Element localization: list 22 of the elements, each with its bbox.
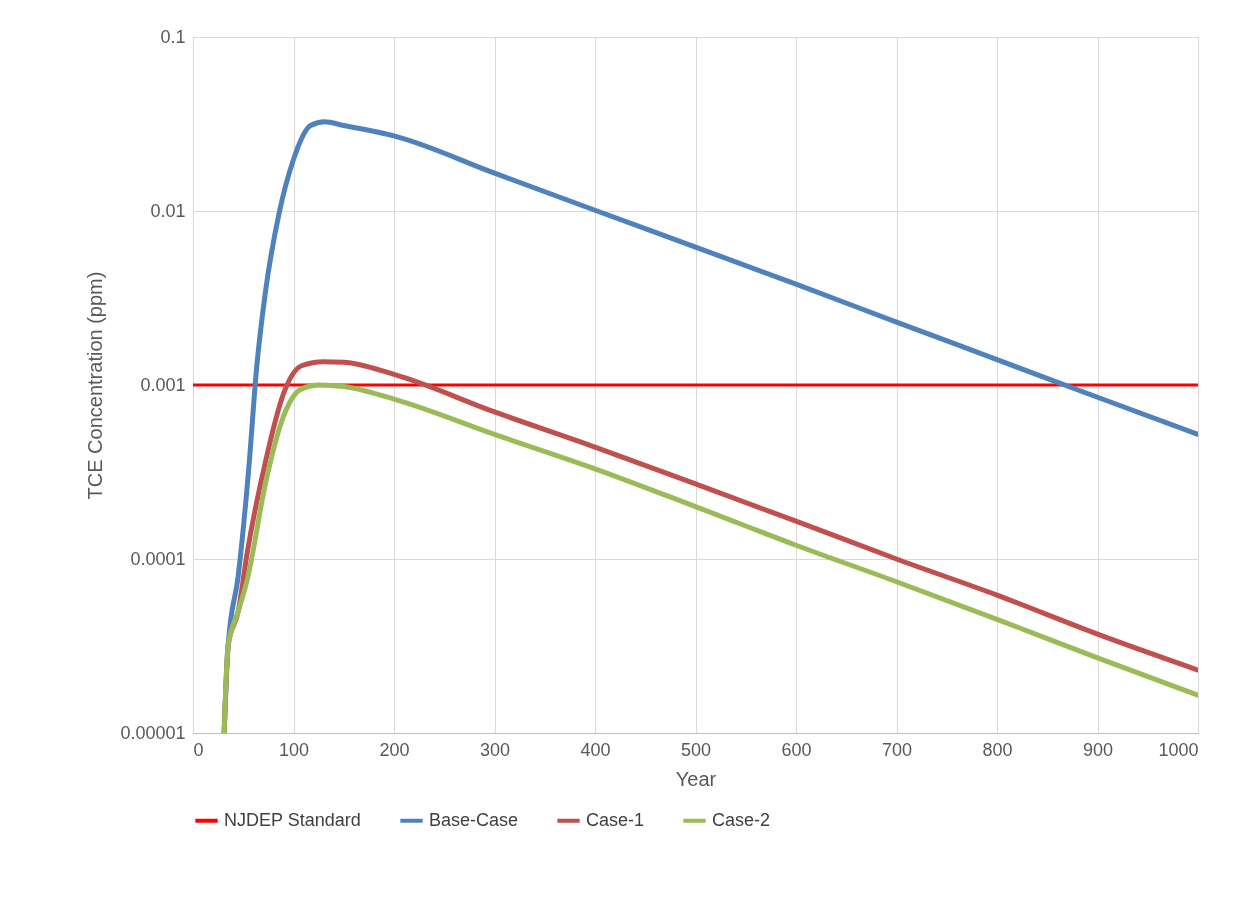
y-tick-label: 0.001 [140, 374, 186, 395]
x-tick-label: 1000 [1158, 739, 1199, 760]
x-tick-label: 500 [680, 739, 712, 760]
y-tick-label: 0.01 [150, 200, 186, 221]
x-tick-label: 800 [982, 739, 1013, 760]
legend-label: Case-1 [586, 809, 645, 830]
y-tick-label: 0.00001 [120, 722, 186, 743]
y-tick-label: 0.0001 [130, 548, 186, 569]
y-axis-title: TCE Concentration (ppm) [84, 271, 107, 500]
x-tick-label: 100 [278, 739, 310, 760]
legend-label: Case-2 [712, 809, 771, 830]
legend-label: Base-Case [429, 809, 519, 830]
x-tick-label: 700 [881, 739, 913, 760]
x-tick-label: 0 [193, 739, 204, 760]
x-tick-label: 300 [479, 739, 511, 760]
legend-label: NJDEP Standard [224, 809, 361, 830]
x-tick-label: 600 [781, 739, 812, 760]
x-axis-title: Year [675, 767, 717, 790]
y-tick-label: 0.1 [160, 26, 186, 47]
x-tick-label: 900 [1082, 739, 1114, 760]
x-tick-label: 400 [580, 739, 611, 760]
x-tick-label: 200 [379, 739, 410, 760]
